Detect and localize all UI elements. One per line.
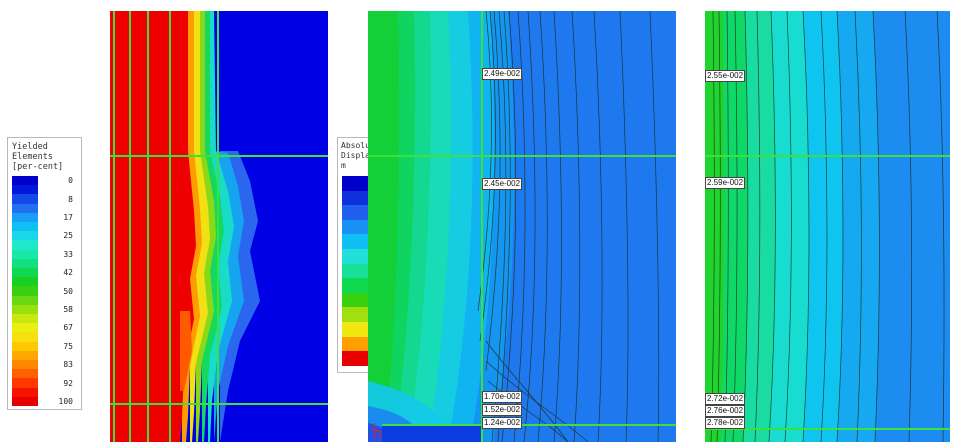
legend-label: 25 (63, 231, 73, 241)
legend-swatch (12, 304, 38, 314)
contour-label: 1.70e-002 (482, 391, 523, 403)
legend-swatch (12, 332, 38, 342)
legend-label: 100 (58, 396, 73, 406)
legend-label: 83 (63, 360, 73, 370)
legend-label: 33 (63, 249, 73, 259)
legend-label: 67 (63, 323, 73, 333)
contour-label: 2.55e-002 (705, 70, 746, 82)
contour-label: 2.78e-002 (705, 417, 746, 429)
legend-swatch (12, 258, 38, 268)
legend-swatch (12, 231, 38, 241)
legend-swatch (12, 396, 38, 406)
legend-swatch (342, 336, 368, 352)
legend-swatch (12, 341, 38, 351)
legend-swatch (342, 278, 368, 293)
legend-swatch (12, 194, 38, 204)
yielded-elements-legend: Yielded Elements [per-cent] 0 8 17 25 33 42 50… (7, 137, 82, 410)
legend-swatch (342, 351, 368, 366)
legend-swatch (12, 268, 38, 278)
yielded-elements-plot (110, 11, 328, 442)
displacement-legend-title-line3: m (341, 161, 346, 170)
contour-label: 2.72e-002 (705, 393, 746, 405)
legend-swatch (12, 203, 38, 213)
legend-swatch (12, 314, 38, 324)
legend-swatch (12, 240, 38, 250)
legend-swatch (12, 378, 38, 388)
legend-swatch (12, 222, 38, 232)
yielded-legend-title-line2: Elements (12, 152, 53, 162)
legend-label: 17 (63, 212, 73, 222)
contour-label: 1.52e-002 (482, 404, 523, 416)
legend-swatch (342, 307, 368, 322)
legend-swatch (12, 350, 38, 360)
legend-swatch (342, 234, 368, 249)
legend-label: 58 (63, 304, 73, 314)
legend-swatch (342, 219, 368, 235)
legend-label: 75 (63, 341, 73, 351)
legend-swatch (12, 295, 38, 305)
legend-swatch (12, 360, 38, 370)
contour-label: 2.45e-002 (482, 178, 523, 190)
displacement-plot-left: 2.49e-002 2.45e-002 1.70e-002 1.52e-002 … (368, 11, 676, 442)
contour-label: 2.59e-002 (705, 177, 746, 189)
legend-label: 42 (63, 268, 73, 278)
legend-label: 0 (68, 176, 73, 186)
legend-swatch (342, 176, 368, 191)
legend-swatch (342, 322, 368, 337)
legend-swatch (12, 185, 38, 195)
legend-label: 50 (63, 286, 73, 296)
legend-swatch (12, 387, 38, 397)
legend-swatch (12, 369, 38, 379)
displacement-plot-right: 2.55e-002 2.59e-002 2.72e-002 2.76e-002 … (705, 11, 950, 442)
legend-swatch (342, 190, 368, 206)
legend-swatch (342, 205, 368, 220)
legend-swatch (342, 263, 368, 279)
legend-swatch (342, 249, 368, 264)
legend-swatch (12, 323, 38, 333)
contour-label: 2.76e-002 (705, 405, 746, 417)
contour-label: 1.24e-002 (482, 417, 523, 429)
legend-swatch (12, 277, 38, 287)
legend-swatch (12, 212, 38, 222)
legend-label: 92 (63, 378, 73, 388)
contour-label: 2.49e-002 (482, 68, 523, 80)
legend-swatch (12, 286, 38, 296)
legend-swatch (12, 176, 38, 186)
legend-swatch (12, 249, 38, 259)
legend-swatch (342, 292, 368, 308)
yielded-legend-title-line3: [per-cent] (12, 162, 64, 172)
yielded-legend-title-line1: Yielded (12, 142, 48, 152)
legend-label: 8 (68, 194, 73, 204)
